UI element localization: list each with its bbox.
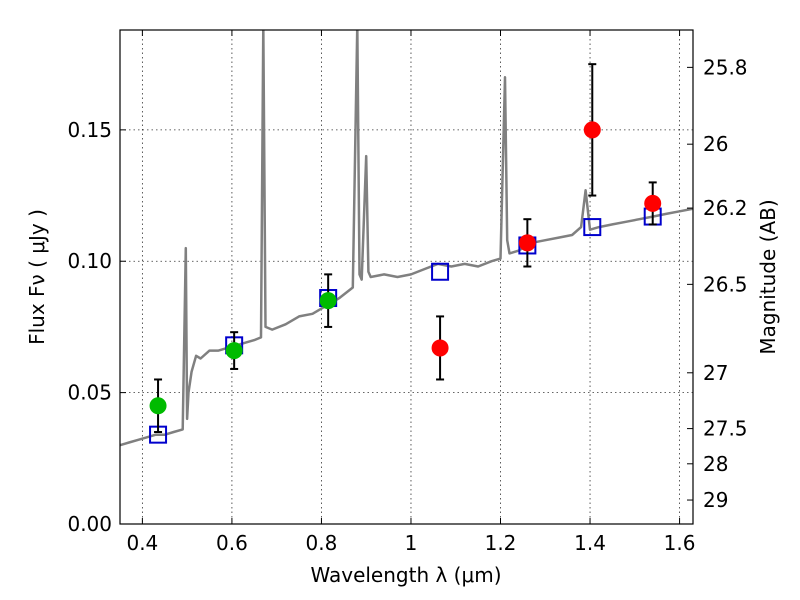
mag-tick-label: 26 — [703, 132, 728, 156]
photometry-point — [431, 339, 449, 357]
x-tick-label: 0.6 — [216, 531, 248, 555]
x-tick-label: 0.4 — [126, 531, 158, 555]
y-tick-label: 0.10 — [67, 249, 112, 273]
photometry-point — [644, 194, 662, 212]
x-tick-label: 1 — [405, 531, 418, 555]
mag-tick-label: 27.5 — [703, 417, 748, 441]
x-tick-label: 1.6 — [664, 531, 696, 555]
spectrum-line — [120, 30, 693, 447]
mag-tick-label: 27 — [703, 361, 728, 385]
right-axis-label: Magnitude (AB) — [756, 199, 780, 354]
photometry-point — [583, 121, 601, 139]
plot-data — [120, 30, 693, 447]
axes: 0.4 0.6 0.8 1 1.2 1.4 1.6 0.00 0.05 0.10 0.15 25.8 2… — [67, 30, 748, 555]
photometry-point — [518, 234, 536, 252]
x-axis-label: Wavelength λ (μm) — [310, 563, 501, 587]
x-tick-label: 0.8 — [306, 531, 338, 555]
photometry-point — [225, 342, 243, 360]
mag-tick-label: 29 — [703, 488, 728, 512]
photometry-point — [149, 397, 167, 415]
plot-frame — [119, 29, 694, 525]
y-tick-label: 0.05 — [67, 381, 112, 405]
photometry-point — [319, 292, 337, 310]
x-tick-label: 1.2 — [485, 531, 517, 555]
mag-tick-label: 25.8 — [703, 55, 748, 79]
y-tick-label: 0.15 — [67, 118, 112, 142]
y-tick-label: 0.00 — [67, 512, 112, 536]
model-square-point — [583, 218, 602, 237]
mag-tick-label: 26.2 — [703, 196, 748, 220]
mag-tick-label: 26.5 — [703, 272, 748, 296]
x-tick-label: 1.4 — [574, 531, 606, 555]
model-square-point — [431, 262, 450, 281]
mag-tick-label: 28 — [703, 452, 728, 476]
y-axis-label: Flux Fν ( μJy ) — [25, 209, 49, 345]
